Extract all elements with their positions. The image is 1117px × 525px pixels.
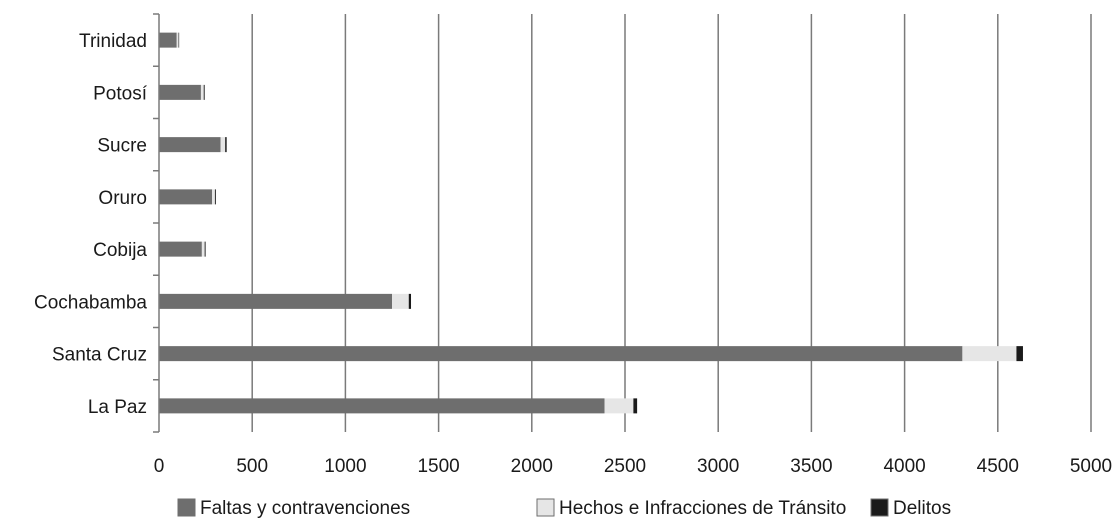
category-label: Sucre — [97, 136, 147, 157]
bars — [159, 32, 1023, 414]
bar-segment — [962, 346, 1017, 362]
category-label: Cochabamba — [34, 292, 147, 313]
x-tick-label: 5000 — [1070, 456, 1112, 477]
x-tick-label: 1000 — [324, 456, 366, 477]
x-tick-label: 3500 — [790, 456, 832, 477]
bar-segment — [176, 32, 179, 48]
bar-segment — [159, 137, 221, 153]
bar-segment — [159, 189, 213, 205]
axes — [153, 13, 160, 433]
category-label: Cobija — [93, 240, 147, 261]
bar-segment — [178, 32, 180, 48]
category-label: La Paz — [88, 397, 147, 418]
legend-label: Faltas y contravenciones — [200, 498, 410, 519]
bar-segment — [204, 241, 206, 257]
category-label: Santa Cruz — [52, 345, 147, 366]
legend-label: Delitos — [893, 498, 951, 519]
x-tick-label: 4500 — [977, 456, 1019, 477]
legend-swatch — [870, 498, 889, 517]
bar-segment — [225, 137, 227, 153]
x-tick-label: 0 — [154, 456, 165, 477]
category-label: Oruro — [98, 188, 147, 209]
legend: Faltas y contravenciones Hechos e Infracc… — [177, 498, 951, 519]
x-tick-label: 3000 — [697, 456, 739, 477]
bar-segment — [159, 84, 201, 100]
gridlines — [251, 14, 1092, 432]
bar-segment — [200, 84, 204, 100]
x-tick-label: 2000 — [511, 456, 553, 477]
bar-segment — [220, 137, 226, 153]
bar-segment — [633, 398, 638, 414]
legend-swatch — [536, 498, 555, 517]
legend-swatch — [177, 498, 196, 517]
x-tick-label: 1500 — [417, 456, 459, 477]
category-label: Potosí — [93, 83, 148, 104]
x-tick-label: 4000 — [883, 456, 925, 477]
bar-segment — [201, 241, 205, 257]
bar-segment — [159, 32, 177, 48]
bar-segment — [159, 398, 605, 414]
bar-segment — [392, 293, 409, 309]
bar-segment — [159, 293, 392, 309]
category-label: Trinidad — [79, 31, 147, 52]
bar-segment — [1016, 346, 1023, 362]
legend-label: Hechos e Infracciones de Tránsito — [559, 498, 846, 519]
bar-segment — [159, 241, 202, 257]
labels: 0 500 1000 1500 2000 2500 3000 3500 4000 4500 5000… — [34, 31, 1112, 477]
bar-segment — [214, 189, 216, 205]
x-tick-label: 2500 — [604, 456, 646, 477]
bar-segment — [159, 346, 963, 362]
x-tick-label: 500 — [236, 456, 268, 477]
bar-segment — [408, 293, 412, 309]
bar-segment — [212, 189, 215, 205]
bar-segment — [604, 398, 634, 414]
bar-segment — [203, 84, 205, 100]
